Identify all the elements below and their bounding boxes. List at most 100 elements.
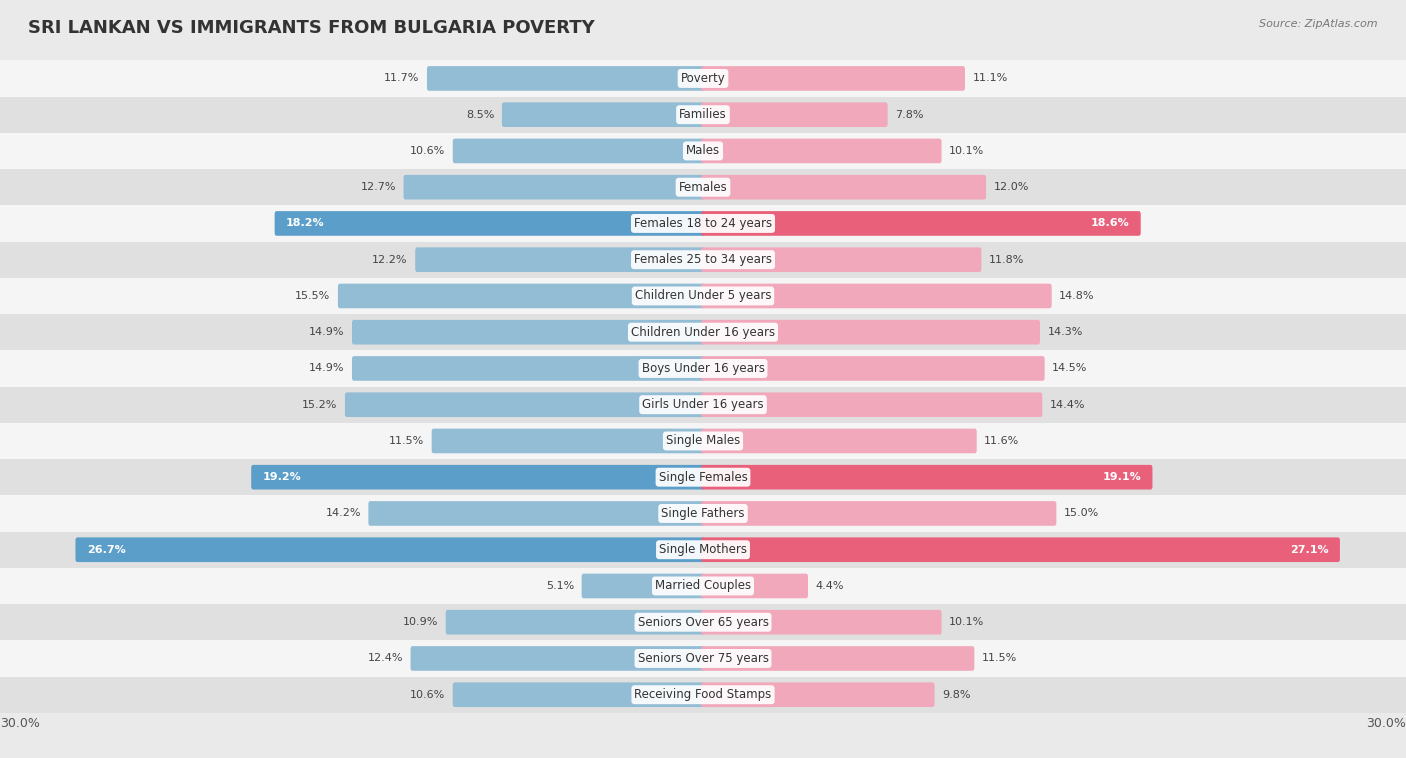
Text: 10.9%: 10.9% <box>404 617 439 627</box>
Text: 15.5%: 15.5% <box>295 291 330 301</box>
Text: Girls Under 16 years: Girls Under 16 years <box>643 398 763 411</box>
Text: 27.1%: 27.1% <box>1291 545 1329 555</box>
Text: 12.7%: 12.7% <box>360 182 396 193</box>
Text: Seniors Over 75 years: Seniors Over 75 years <box>637 652 769 665</box>
Bar <box>0 314 1406 350</box>
Text: 11.5%: 11.5% <box>389 436 425 446</box>
Text: 12.0%: 12.0% <box>994 182 1029 193</box>
Text: Single Males: Single Males <box>666 434 740 447</box>
Text: 11.8%: 11.8% <box>988 255 1024 265</box>
FancyBboxPatch shape <box>702 102 887 127</box>
FancyBboxPatch shape <box>337 283 704 309</box>
FancyBboxPatch shape <box>368 501 704 526</box>
Text: 19.1%: 19.1% <box>1102 472 1142 482</box>
Text: 15.0%: 15.0% <box>1064 509 1099 518</box>
FancyBboxPatch shape <box>702 283 1052 309</box>
Text: 11.1%: 11.1% <box>973 74 1008 83</box>
Text: Males: Males <box>686 145 720 158</box>
FancyBboxPatch shape <box>446 610 704 634</box>
Text: 11.5%: 11.5% <box>981 653 1017 663</box>
Text: 9.8%: 9.8% <box>942 690 970 700</box>
FancyBboxPatch shape <box>76 537 704 562</box>
Text: Receiving Food Stamps: Receiving Food Stamps <box>634 688 772 701</box>
Text: 30.0%: 30.0% <box>1367 717 1406 730</box>
FancyBboxPatch shape <box>427 66 704 91</box>
Text: 15.2%: 15.2% <box>302 399 337 410</box>
Text: 10.6%: 10.6% <box>411 690 446 700</box>
Bar <box>0 568 1406 604</box>
FancyBboxPatch shape <box>702 537 1340 562</box>
Text: Source: ZipAtlas.com: Source: ZipAtlas.com <box>1260 19 1378 29</box>
Text: Females 25 to 34 years: Females 25 to 34 years <box>634 253 772 266</box>
Bar <box>0 423 1406 459</box>
Text: Single Mothers: Single Mothers <box>659 543 747 556</box>
Text: Married Couples: Married Couples <box>655 579 751 593</box>
Bar <box>0 96 1406 133</box>
Text: Females 18 to 24 years: Females 18 to 24 years <box>634 217 772 230</box>
FancyBboxPatch shape <box>453 682 704 707</box>
Bar <box>0 205 1406 242</box>
Bar <box>0 350 1406 387</box>
FancyBboxPatch shape <box>702 465 1153 490</box>
Bar <box>0 169 1406 205</box>
Text: Single Fathers: Single Fathers <box>661 507 745 520</box>
FancyBboxPatch shape <box>702 139 942 163</box>
Bar <box>0 531 1406 568</box>
FancyBboxPatch shape <box>702 393 1042 417</box>
FancyBboxPatch shape <box>702 211 1140 236</box>
Text: 12.2%: 12.2% <box>373 255 408 265</box>
Bar <box>0 604 1406 641</box>
Bar <box>0 641 1406 677</box>
Bar <box>0 278 1406 314</box>
Text: 12.4%: 12.4% <box>367 653 404 663</box>
FancyBboxPatch shape <box>502 102 704 127</box>
Text: 19.2%: 19.2% <box>263 472 301 482</box>
Text: 30.0%: 30.0% <box>0 717 39 730</box>
FancyBboxPatch shape <box>404 175 704 199</box>
Legend: Sri Lankan, Immigrants from Bulgaria: Sri Lankan, Immigrants from Bulgaria <box>550 754 856 758</box>
Text: 7.8%: 7.8% <box>896 110 924 120</box>
Text: 4.4%: 4.4% <box>815 581 844 591</box>
Text: 26.7%: 26.7% <box>87 545 125 555</box>
Text: 14.5%: 14.5% <box>1052 363 1087 374</box>
FancyBboxPatch shape <box>344 393 704 417</box>
FancyBboxPatch shape <box>411 646 704 671</box>
Text: Females: Females <box>679 180 727 194</box>
FancyBboxPatch shape <box>252 465 704 490</box>
Text: 14.3%: 14.3% <box>1047 327 1083 337</box>
Text: 10.6%: 10.6% <box>411 146 446 156</box>
Text: SRI LANKAN VS IMMIGRANTS FROM BULGARIA POVERTY: SRI LANKAN VS IMMIGRANTS FROM BULGARIA P… <box>28 19 595 37</box>
Text: Boys Under 16 years: Boys Under 16 years <box>641 362 765 375</box>
Bar <box>0 133 1406 169</box>
Text: Single Females: Single Females <box>658 471 748 484</box>
FancyBboxPatch shape <box>702 682 935 707</box>
FancyBboxPatch shape <box>702 646 974 671</box>
Text: 11.6%: 11.6% <box>984 436 1019 446</box>
Bar <box>0 459 1406 495</box>
Text: Families: Families <box>679 108 727 121</box>
FancyBboxPatch shape <box>702 66 965 91</box>
Bar <box>0 677 1406 713</box>
FancyBboxPatch shape <box>702 247 981 272</box>
FancyBboxPatch shape <box>702 501 1056 526</box>
FancyBboxPatch shape <box>702 175 986 199</box>
Text: 14.2%: 14.2% <box>325 509 361 518</box>
Text: 10.1%: 10.1% <box>949 617 984 627</box>
FancyBboxPatch shape <box>702 320 1040 345</box>
Text: 11.7%: 11.7% <box>384 74 419 83</box>
FancyBboxPatch shape <box>702 574 808 598</box>
Text: 8.5%: 8.5% <box>465 110 495 120</box>
Text: 5.1%: 5.1% <box>546 581 574 591</box>
Text: Poverty: Poverty <box>681 72 725 85</box>
FancyBboxPatch shape <box>702 356 1045 381</box>
FancyBboxPatch shape <box>352 320 704 345</box>
Text: 18.6%: 18.6% <box>1091 218 1129 228</box>
FancyBboxPatch shape <box>274 211 704 236</box>
Bar <box>0 495 1406 531</box>
FancyBboxPatch shape <box>702 428 977 453</box>
FancyBboxPatch shape <box>582 574 704 598</box>
FancyBboxPatch shape <box>415 247 704 272</box>
Text: 14.8%: 14.8% <box>1059 291 1095 301</box>
Bar <box>0 61 1406 96</box>
FancyBboxPatch shape <box>702 610 942 634</box>
